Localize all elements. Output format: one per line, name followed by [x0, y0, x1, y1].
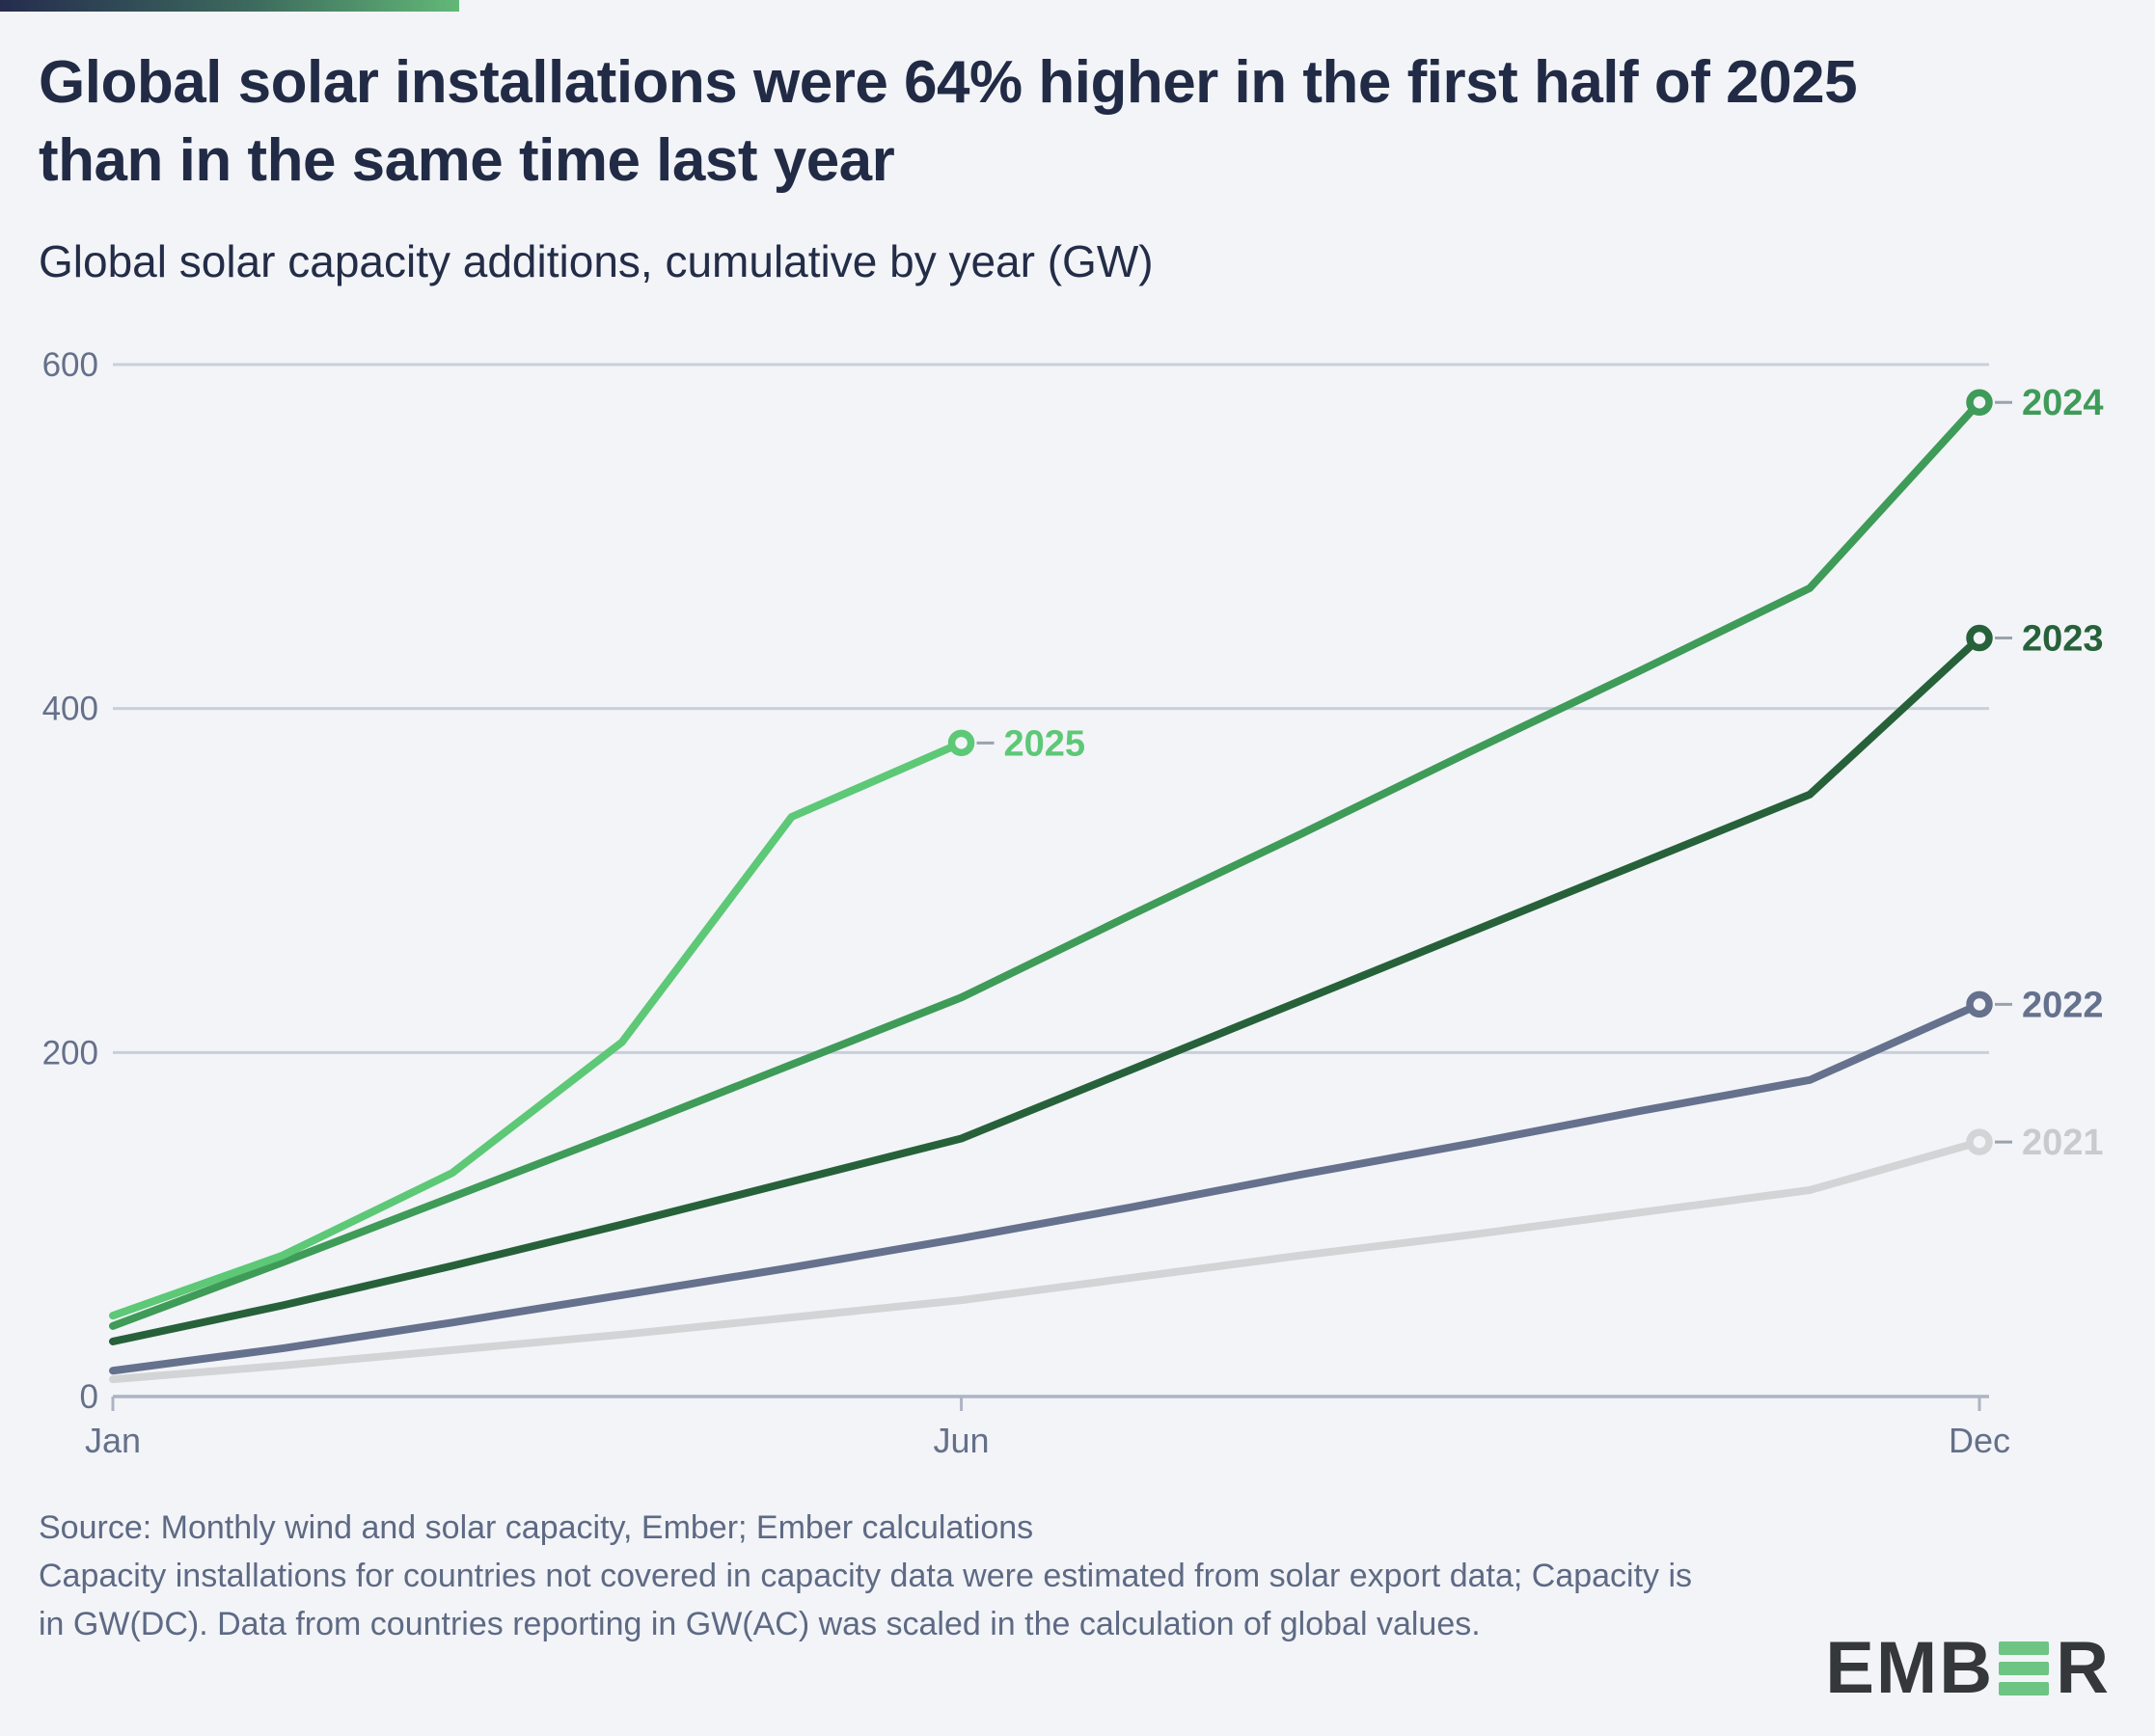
ember-logo-e-icon: [1999, 1641, 2050, 1695]
y-tick-label-200: 200: [42, 1034, 98, 1071]
x-tick-label-jun: Jun: [934, 1421, 990, 1460]
series-endpoint-2025: [947, 729, 975, 757]
x-tick-label-dec: Dec: [1949, 1421, 2010, 1460]
series-label-2023: 2023: [2022, 619, 2104, 660]
series-endpoint-2022: [1966, 990, 1993, 1018]
series-line-2022: [109, 1000, 1983, 1375]
y-tick-label-0: 0: [80, 1378, 98, 1416]
note-text: Capacity installations for countries not…: [39, 1557, 1693, 1642]
page-subtitle: Global solar capacity additions, cumulat…: [39, 236, 1154, 286]
series-line-2025: [109, 739, 966, 1320]
x-tick-label-jan: Jan: [85, 1421, 141, 1460]
series-line-2023: [109, 634, 1983, 1345]
y-tick-label-600: 600: [42, 346, 98, 384]
ember-logo: EMB R: [1825, 1626, 2111, 1710]
series-endpoint-2023: [1966, 624, 1993, 652]
y-tick-label-400: 400: [42, 691, 98, 728]
series-line-2024: [109, 398, 1983, 1330]
ember-logo-e-bar: [1999, 1661, 2050, 1675]
series-line-2021: [109, 1138, 1983, 1384]
series-label-2024: 2024: [2022, 383, 2104, 423]
ember-logo-e-bar: [1999, 1681, 2050, 1695]
source-text: Source: Monthly wind and solar capacity,…: [39, 1509, 1034, 1546]
series-label-2025: 2025: [1004, 723, 1086, 764]
series-endpoint-2024: [1966, 389, 1993, 416]
page-title: Global solar installations were 64% high…: [39, 49, 1858, 194]
footer: Source: Monthly wind and solar capacity,…: [39, 1505, 1707, 1649]
ember-logo-e-bar: [1999, 1641, 2050, 1655]
ember-logo-prefix: EMB: [1825, 1627, 1995, 1709]
series-label-2022: 2022: [2022, 985, 2104, 1025]
ember-logo-suffix: R: [2056, 1627, 2111, 1709]
series-label-2021: 2021: [2022, 1123, 2104, 1163]
series-endpoint-2021: [1966, 1128, 1993, 1155]
accent-bar: [0, 0, 459, 12]
